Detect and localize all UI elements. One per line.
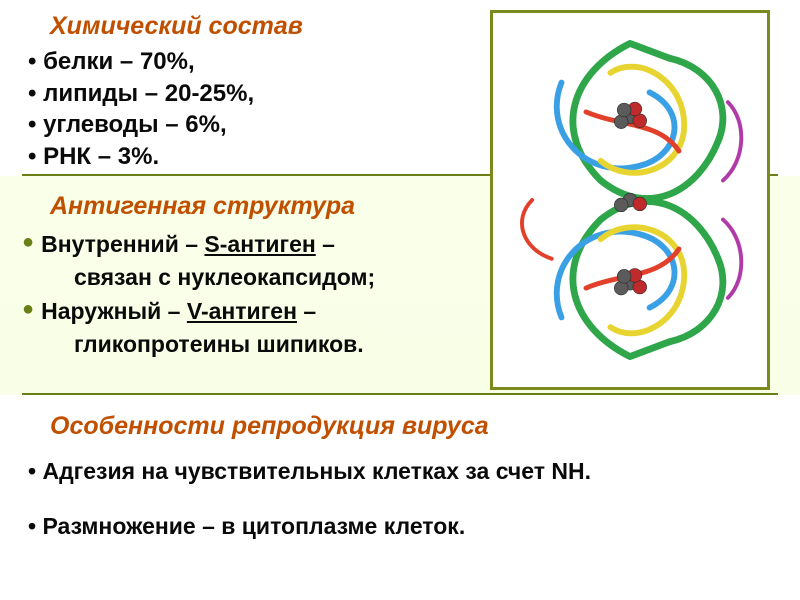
list-item: РНК – 3%. (28, 141, 254, 173)
protein-svg (493, 13, 767, 387)
list-item-cont: гликопротеины шипиков. (22, 328, 375, 361)
list-item: Размножение – в цитоплазме клеток. (28, 513, 591, 540)
list-item-cont: связан с нуклеокапсидом; (22, 261, 375, 294)
list-item: белки – 70%, (28, 46, 254, 78)
list-item: углеводы – 6%, (28, 109, 254, 141)
list-item-text: Внутренний – S-антиген – (41, 228, 335, 261)
bullet-icon: ● (22, 295, 34, 328)
section2-title: Антигенная структура (50, 192, 355, 221)
section3-list: Адгезия на чувствительных клетках за сче… (28, 458, 591, 540)
section1-list: белки – 70%, липиды – 20-25%, углеводы –… (28, 46, 254, 173)
list-item-text: Наружный – V-антиген – (41, 295, 316, 328)
protein-structure-figure (490, 10, 770, 390)
section2-list: ● Внутренний – S-антиген – связан с нукл… (22, 228, 375, 361)
section1-title: Химический состав (50, 12, 303, 41)
bullet-icon: ● (22, 228, 34, 261)
divider-2 (22, 393, 778, 395)
list-item: ● Наружный – V-антиген – (22, 295, 375, 328)
list-item: ● Внутренний – S-антиген – (22, 228, 375, 261)
list-item: липиды – 20-25%, (28, 78, 254, 110)
list-item: Адгезия на чувствительных клетках за сче… (28, 458, 591, 485)
section3-title: Особенности репродукция вируса (50, 412, 489, 441)
slide: Химический состав белки – 70%, липиды – … (0, 0, 800, 600)
